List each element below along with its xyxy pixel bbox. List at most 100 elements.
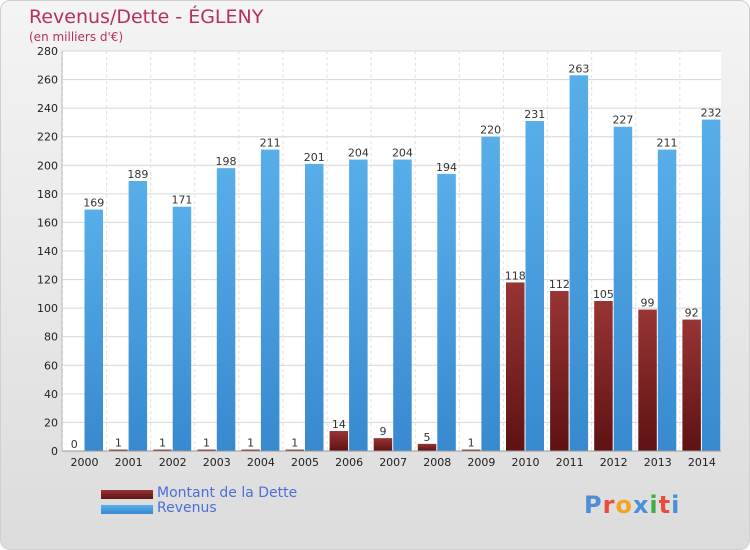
x-tick-label: 2000	[71, 456, 99, 469]
data-label-revenue: 194	[436, 161, 457, 174]
x-tick-label: 2006	[335, 456, 363, 469]
proxiti-logo: Proxiti	[584, 491, 680, 519]
bar-debt	[109, 449, 128, 451]
y-tick-label: 280	[37, 45, 58, 58]
bar-revenue	[84, 209, 103, 451]
x-tick-label: 2003	[203, 456, 231, 469]
bar-debt	[153, 449, 172, 451]
logo-letter: r	[602, 491, 616, 519]
data-label-debt: 5	[424, 431, 431, 444]
bar-revenue	[128, 181, 148, 451]
data-label-revenue: 204	[348, 147, 369, 160]
bar-debt	[241, 449, 260, 451]
bar-debt	[506, 282, 525, 451]
x-tick-label: 2014	[688, 456, 716, 469]
bar-revenue	[569, 75, 589, 452]
data-label-debt: 105	[593, 288, 614, 301]
data-label-debt: 0	[71, 438, 78, 451]
logo-letter: x	[632, 491, 650, 519]
bar-revenue	[701, 119, 721, 452]
y-tick-label: 160	[37, 216, 58, 229]
y-tick-label: 20	[44, 416, 58, 429]
y-tick-label: 100	[37, 302, 58, 315]
x-tick-label: 2001	[115, 456, 143, 469]
bar-debt	[417, 443, 437, 451]
x-tick-label: 2011	[556, 456, 584, 469]
data-label-debt: 9	[379, 425, 386, 438]
bar-debt	[594, 301, 613, 451]
bar-revenue	[305, 163, 324, 451]
data-label-debt: 118	[505, 269, 526, 282]
data-label-debt: 112	[549, 278, 570, 291]
bar-debt	[329, 431, 349, 451]
data-label-debt: 1	[159, 437, 166, 450]
x-tick-label: 2012	[600, 456, 628, 469]
bar-revenue	[437, 173, 456, 451]
y-tick-label: 120	[37, 274, 58, 287]
x-tick-label: 2007	[379, 456, 407, 469]
bar-debt	[285, 449, 304, 451]
x-tick-label: 2009	[467, 456, 495, 469]
bar-debt	[197, 449, 216, 451]
bar-debt	[682, 319, 701, 451]
logo-letter: i	[671, 491, 681, 519]
bar-revenue	[613, 126, 633, 451]
x-tick-label: 2005	[291, 456, 319, 469]
data-label-revenue: 231	[524, 108, 545, 121]
x-tick-label: 2010	[512, 456, 540, 469]
y-tick-label: 200	[37, 159, 58, 172]
data-label-revenue: 211	[657, 137, 678, 150]
data-label-revenue: 211	[260, 137, 281, 150]
bar-debt	[461, 449, 481, 451]
data-label-debt: 1	[247, 437, 254, 450]
data-label-revenue: 220	[480, 124, 501, 137]
data-label-debt: 1	[203, 437, 210, 450]
bar-revenue	[260, 149, 280, 452]
bar-revenue	[172, 206, 192, 451]
data-label-revenue: 232	[701, 107, 722, 120]
data-label-revenue: 227	[612, 114, 633, 127]
y-tick-label: 60	[44, 359, 58, 372]
x-tick-label: 2008	[423, 456, 451, 469]
y-tick-label: 220	[37, 131, 58, 144]
bar-revenue	[216, 168, 236, 451]
logo-letter: t	[658, 491, 672, 519]
data-label-revenue: 169	[83, 197, 104, 210]
y-tick-label: 140	[37, 245, 58, 258]
chart-unit-label: (en milliers d'€)	[29, 30, 124, 44]
y-tick-label: 240	[37, 102, 58, 115]
x-tick-label: 2004	[247, 456, 275, 469]
y-tick-label: 40	[44, 388, 58, 401]
data-label-revenue: 171	[171, 194, 192, 207]
y-tick-label: 80	[44, 331, 58, 344]
y-tick-label: 180	[37, 188, 58, 201]
bar-revenue	[657, 149, 677, 452]
legend-swatch-debt	[101, 490, 153, 499]
logo-letter: o	[615, 491, 633, 519]
data-label-revenue: 198	[216, 155, 237, 168]
x-tick-label: 2013	[644, 456, 672, 469]
y-tick-label: 0	[51, 445, 58, 458]
bar-revenue	[349, 159, 368, 452]
data-label-debt: 1	[468, 437, 475, 450]
data-label-revenue: 204	[392, 147, 413, 160]
bar-debt	[550, 291, 569, 451]
y-tick-label: 260	[37, 74, 58, 87]
data-label-revenue: 263	[568, 62, 589, 75]
legend-label-debt: Montant de la Dette	[157, 485, 298, 501]
chart-title: Revenus/Dette - ÉGLENY	[29, 6, 264, 28]
x-tick-label: 2002	[159, 456, 187, 469]
logo-letter: P	[584, 491, 603, 519]
data-label-debt: 99	[641, 297, 655, 310]
bar-debt	[373, 438, 393, 451]
bar-revenue	[393, 159, 412, 452]
data-label-debt: 1	[115, 437, 122, 450]
data-label-debt: 92	[685, 307, 699, 320]
bar-revenue	[481, 136, 500, 451]
data-label-revenue: 189	[127, 168, 148, 181]
bar-chart: 0 20 40 60 80 100 120 140 160 180 200 220 240 260 280 0…	[37, 45, 722, 469]
bar-revenue	[525, 121, 544, 451]
data-label-revenue: 201	[304, 151, 325, 164]
bar-debt	[638, 309, 657, 451]
